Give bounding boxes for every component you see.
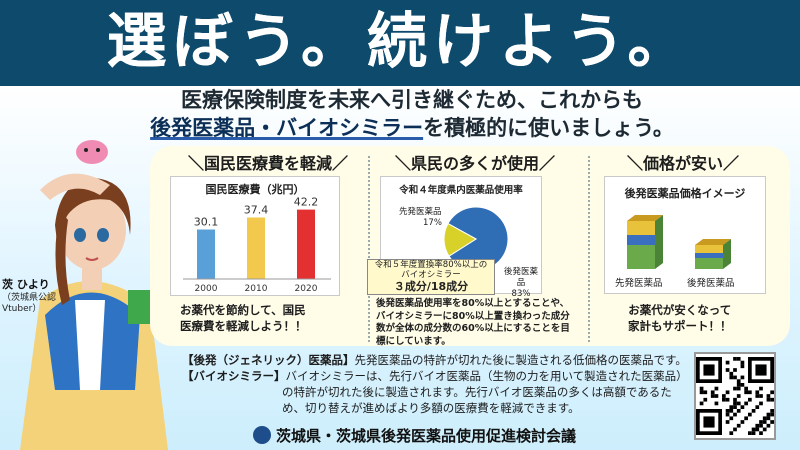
chart-title: 令和４年度県内医薬品使用率 [399,185,523,196]
bar-chart-svg: 30.1 2000 37.4 2010 42.2 2020 [183,196,331,294]
footer-organization: 茨城県・茨城県後発医薬品使用促進検討会議 [276,427,577,445]
bar-2020 [297,209,315,279]
original-drug-bar [627,215,663,269]
chart-title: 後発医薬品価格イメージ [624,187,746,200]
pie-label-original: 先発医薬品 17% [399,207,442,228]
bar-year-label: 2020 [295,284,318,294]
price-image-chart: 後発医薬品価格イメージ 先発医薬品 後発医薬品 [604,176,766,294]
column2-caption: 後発医薬品使用率を80%以上とすることや、 バイオシミラーに80%以上置き換わっ… [376,298,570,347]
headline: 選ぼう。続けよう。 [106,7,694,77]
biosimilar-definition: 【バイオシミラー】バイオシミラーは、先行バイオ医薬品（生物の力を用いて製造された… [182,369,688,383]
bar-value-label: 30.1 [194,216,219,229]
bar-2010 [247,217,265,279]
character-role: （茨城県公認 Vtuber） [2,293,57,314]
column3-caption: お薬代が安くなって 家計もサポート！！ [628,303,732,333]
biosimilar-definition-line3: め、切り替えが進めばより多額の医療費を軽減できます。 [282,401,580,415]
chart-title: 国民医療費（兆円） [205,183,305,196]
header-band [0,0,800,86]
column1-caption: お薬代を節約して、国民 医療費を軽減しよう！！ [180,303,307,333]
bar-2000 [197,229,215,279]
column1-title: ＼国民医療費を軽減／ [187,154,348,173]
bar-value-label: 42.2 [294,196,319,209]
generic-drug-bar [695,239,731,269]
pie-label-generic: 後発医薬品 83% [503,267,538,299]
bar-value-label: 37.4 [244,203,269,216]
x-label-original: 先発医薬品 [615,278,663,289]
prefecture-logo-icon [253,426,271,444]
vtuber-character-illustration [20,140,168,450]
medical-cost-chart: 国民医療費（兆円） 30.1 2000 37.4 2010 42.2 2020 [170,176,340,296]
subtitle-emphasis: 後発医薬品・バイオシミラー [150,116,424,140]
x-label-generic: 後発医薬品 [687,278,735,289]
subtitle-line1: 医療保険制度を未来へ引き継ぐため、これからも [181,88,643,112]
biosimilar-callout: 令和５年度置換率80%以上の バイオシミラー ３成分/18成分 [367,259,495,295]
column2-title: ＼県民の多くが使用／ [394,154,555,173]
qr-code-icon[interactable] [694,352,776,440]
bar-year-label: 2010 [245,284,268,294]
bar-year-label: 2000 [195,284,218,294]
pie-chart-svg [443,206,509,272]
character-name: 茨 ひより [2,278,50,291]
subtitle-line2: 後発医薬品・バイオシミラーを積極的に使いましょう。 [112,112,712,142]
generic-definition: 【後発（ジェネリック）医薬品】先発医薬品の特許が切れた後に製造される低価格の医薬… [182,353,687,367]
biosimilar-definition-line2: の特許が切れた後に製造されます。先行バイオ医薬品の多くは高額であるた [282,385,672,399]
price-bars-svg [627,215,731,269]
column3-title: ＼価格が安い／ [626,154,739,173]
subtitle-rest: を積極的に使いましょう。 [423,116,674,140]
column-divider [368,156,370,342]
pie-slice-先発医薬品 [443,222,477,257]
column-divider [588,156,590,342]
